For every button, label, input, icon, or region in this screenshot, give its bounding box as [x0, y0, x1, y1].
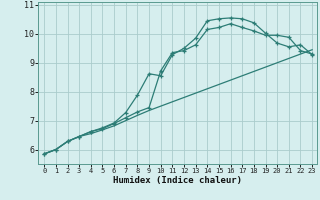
X-axis label: Humidex (Indice chaleur): Humidex (Indice chaleur) [113, 176, 242, 185]
